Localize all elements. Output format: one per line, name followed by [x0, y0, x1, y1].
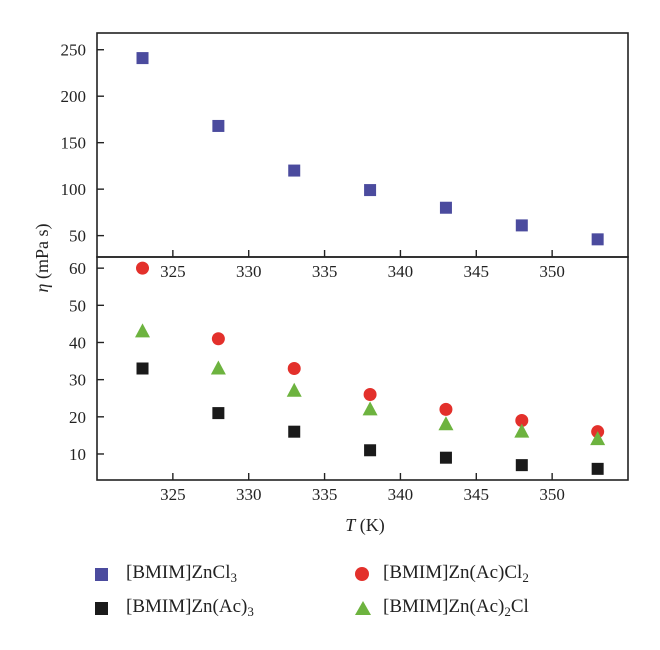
data-point-bmim-zncl3: [439, 201, 452, 214]
legend-item-zn-ac-cl2: [BMIM]Zn(Ac)Cl2: [355, 562, 529, 586]
data-point-bmim-zn-ac-2cl: [210, 360, 226, 375]
data-point-bmim-zn-ac-2cl: [362, 401, 378, 416]
data-point-bmim-zn-ac-2cl: [135, 323, 151, 338]
data-point-bmim-zn-ac-2cl: [514, 423, 530, 438]
data-point-bmim-zn-ac-3: [364, 444, 377, 457]
legend-square-marker-icon: [95, 601, 108, 615]
x-tick-label: 345: [464, 262, 490, 281]
data-point-bmim-zn-ac-3: [591, 462, 604, 475]
data-point-bmim-zn-ac-2cl: [286, 382, 302, 397]
data-point-bmim-zn-ac-cl2: [287, 362, 301, 375]
y-tick-label: 250: [61, 41, 87, 60]
data-point-bmim-zncl3: [364, 184, 377, 197]
axis-ticks: 50 100 150 200 250 325 330 335 340 345 350 10 20 30 40…: [61, 41, 565, 504]
data-point-bmim-zn-ac-3: [288, 425, 301, 438]
y-tick-label: 100: [61, 180, 87, 199]
y-tick-label: 150: [61, 134, 87, 153]
x-tick-label: 335: [312, 485, 338, 504]
legend-label-zn-ac2-cl: [BMIM]Zn(Ac)2Cl: [383, 596, 529, 619]
legend-item-zncl3: [BMIM]ZnCl3: [95, 562, 237, 586]
legend-label-zn-ac3: [BMIM]Zn(Ac)3: [126, 596, 254, 619]
data-point-bmim-zn-ac-3: [212, 407, 225, 420]
legend-square-marker-icon: [95, 567, 108, 581]
x-tick-label: 350: [539, 262, 565, 281]
legend-item-zn-ac2-cl: [BMIM]Zn(Ac)2Cl: [355, 596, 529, 620]
x-tick-label: 335: [312, 262, 338, 281]
legend-item-zn-ac3: [BMIM]Zn(Ac)3: [95, 596, 254, 620]
legend-label-zncl3: [BMIM]ZnCl3: [126, 562, 237, 585]
y-tick-label: 40: [69, 333, 86, 352]
viscosity-chart: 50 100 150 200 250 325 330 335 340 345 350 10 20 30 40…: [32, 32, 629, 536]
data-points: [135, 52, 606, 475]
y-tick-label: 50: [69, 296, 86, 315]
plot-frames: [96, 32, 629, 481]
data-point-bmim-zn-ac-cl2: [439, 402, 453, 416]
data-point-bmim-zn-ac-3: [439, 451, 452, 464]
data-point-bmim-zn-ac-cl2: [515, 414, 529, 428]
plot-frame-bottom: [96, 256, 629, 481]
data-point-bmim-zncl3: [515, 219, 528, 232]
plot-frame-top: [96, 32, 629, 258]
x-tick-label: 330: [236, 262, 262, 281]
y-axis-label: η (mPa s): [32, 224, 53, 293]
y-tick-label: 10: [69, 445, 86, 464]
x-tick-label: 340: [388, 262, 414, 281]
y-tick-label: 50: [69, 227, 86, 246]
data-point-bmim-zn-ac-cl2: [211, 332, 225, 346]
y-tick-label: 200: [61, 87, 87, 106]
data-point-bmim-zn-ac-cl2: [363, 388, 377, 402]
data-point-bmim-zn-ac-3: [515, 459, 528, 472]
x-tick-label: 330: [236, 485, 262, 504]
data-point-bmim-zncl3: [591, 233, 604, 246]
data-point-bmim-zncl3: [288, 164, 301, 177]
legend-triangle-marker-icon: [355, 601, 371, 615]
data-point-bmim-zncl3: [212, 119, 225, 132]
legend-label-zn-ac-cl2: [BMIM]Zn(Ac)Cl2: [383, 562, 529, 585]
data-point-bmim-zn-ac-2cl: [438, 416, 454, 431]
x-tick-label: 350: [539, 485, 565, 504]
data-point-bmim-zn-ac-2cl: [590, 431, 606, 446]
x-tick-label: 340: [388, 485, 414, 504]
x-axis-label: T (K): [345, 515, 385, 536]
y-tick-label: 20: [69, 408, 86, 427]
data-point-bmim-zn-ac-cl2: [136, 261, 150, 275]
data-point-bmim-zn-ac-3: [136, 362, 149, 375]
y-tick-label: 60: [69, 259, 86, 278]
x-tick-label: 325: [160, 262, 186, 281]
x-tick-label: 345: [464, 485, 490, 504]
y-tick-label: 30: [69, 371, 86, 390]
legend-circle-marker-icon: [355, 567, 369, 581]
data-point-bmim-zncl3: [136, 52, 149, 65]
x-tick-label: 325: [160, 485, 186, 504]
